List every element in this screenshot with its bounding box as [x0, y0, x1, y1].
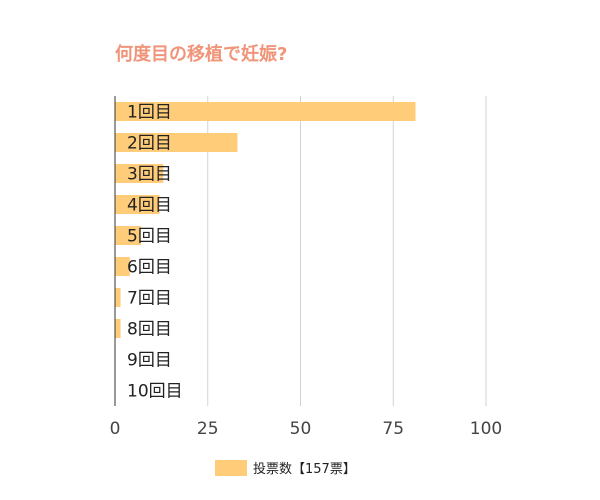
- bar[interactable]: [115, 226, 141, 245]
- x-tick-label: 100: [470, 419, 502, 439]
- bar[interactable]: [115, 319, 121, 338]
- x-tick-label: 25: [197, 419, 219, 439]
- bar[interactable]: [115, 288, 121, 307]
- x-tick-label: 50: [290, 419, 312, 439]
- bar[interactable]: [115, 102, 416, 121]
- bar[interactable]: [115, 133, 238, 152]
- bar[interactable]: [115, 164, 164, 183]
- category-label: 1回目: [127, 103, 172, 123]
- category-label: 7回目: [127, 289, 172, 309]
- bar[interactable]: [115, 257, 130, 276]
- legend[interactable]: 投票数【157票】: [215, 460, 356, 477]
- category-labels: 1回目 2回目 3回目 4回目 5回目 6回目 7回目 8回目 9回目 10回目: [127, 103, 183, 402]
- category-label: 5回目: [127, 227, 172, 247]
- x-tick-labels: 0 25 50 75 100: [110, 419, 503, 439]
- category-label: 3回目: [127, 165, 172, 185]
- bar[interactable]: [115, 195, 160, 214]
- category-label: 6回目: [127, 258, 172, 278]
- x-tick-label: 75: [382, 419, 404, 439]
- legend-label: 投票数【157票】: [253, 461, 356, 477]
- legend-swatch: [215, 460, 247, 476]
- category-label: 9回目: [127, 351, 172, 371]
- x-tick-label: 0: [110, 419, 121, 439]
- category-label: 4回目: [127, 196, 172, 216]
- category-label: 8回目: [127, 320, 172, 340]
- bars: [115, 102, 416, 338]
- chart-title: 何度目の移植で妊娠?: [115, 43, 287, 65]
- grid-lines: [207, 96, 487, 406]
- category-label: 10回目: [127, 382, 183, 402]
- category-label: 2回目: [127, 134, 172, 154]
